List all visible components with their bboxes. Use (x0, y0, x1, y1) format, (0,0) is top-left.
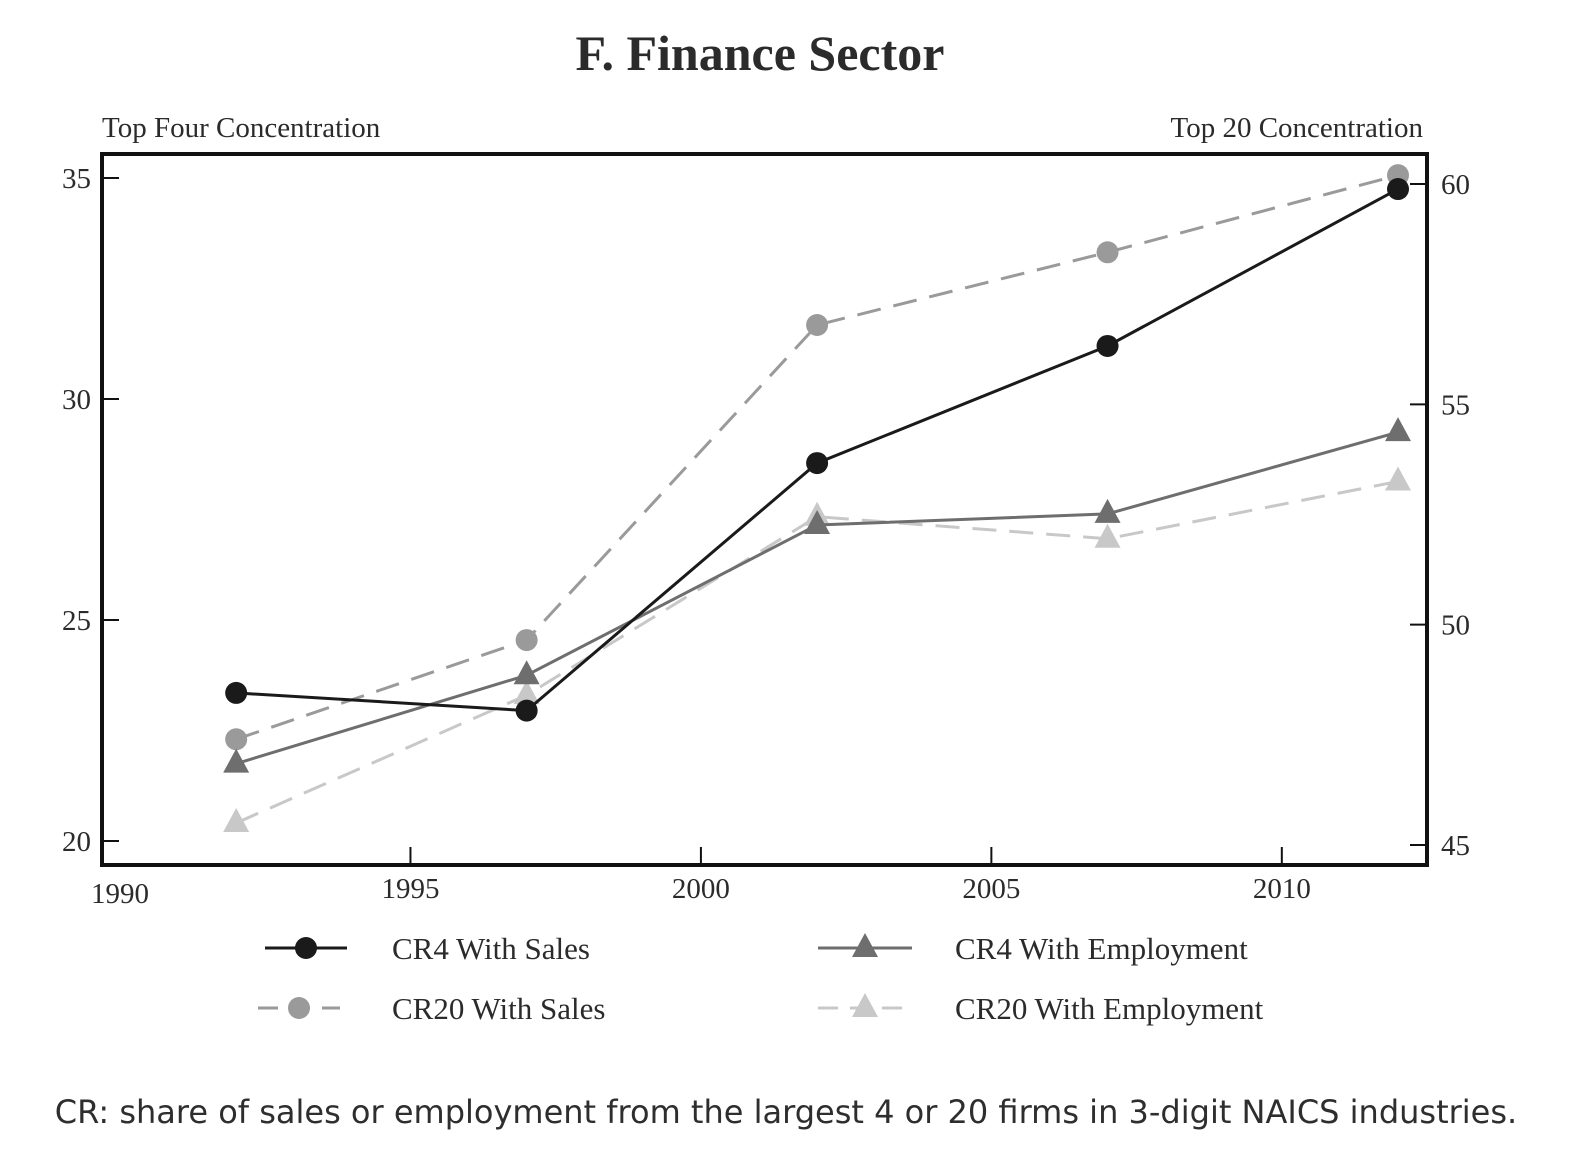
y-right-tick-label: 45 (1441, 830, 1470, 862)
series-line-cr4-with-employment (235, 430, 1399, 766)
data-point-cr4-with-employment (1094, 498, 1121, 523)
plot-area-frame (100, 152, 1429, 867)
x-tick-label: 2005 (962, 873, 1020, 905)
data-point-cr20-with-sales (225, 728, 248, 751)
series-line-cr4-with-sales (236, 187, 1399, 713)
data-point-cr20-with-employment (513, 680, 540, 705)
series-line-cr20-with-employment (235, 479, 1399, 825)
legend-label: CR4 With Sales (392, 931, 590, 966)
legend-entry: CR4 With Employment (818, 931, 1248, 966)
y-left-tick-label: 35 (62, 163, 91, 195)
data-point-cr4-with-sales (225, 681, 248, 704)
data-point-cr20-with-sales (1096, 241, 1119, 264)
series-cr4-with-sales (225, 178, 1409, 722)
data-point-cr4-with-sales (1387, 178, 1409, 201)
x-tick-label: 1990 (91, 878, 149, 910)
series-cr20-with-employment (223, 466, 1411, 832)
legend: CR4 With Sales CR4 With Employment CR20 Wi… (258, 931, 1264, 1026)
data-point-cr4-with-sales (806, 452, 829, 475)
y-left-axis-label: Top Four Concentration (102, 112, 381, 144)
legend-label: CR4 With Employment (955, 931, 1248, 966)
series-cr20-with-sales (225, 164, 1409, 751)
data-point-cr20-with-sales (806, 314, 829, 337)
series-lines (223, 164, 1411, 832)
data-point-cr4-with-sales (515, 699, 538, 722)
footnote: CR: share of sales or employment from th… (55, 1093, 1517, 1131)
legend-swatch-marker (295, 937, 317, 959)
x-tick-label: 2010 (1253, 873, 1311, 905)
data-point-cr4-with-employment (804, 509, 831, 534)
chart-title: F. Finance Sector (576, 25, 945, 81)
data-point-cr4-with-employment (513, 660, 540, 685)
axes: 1990 1995 2000 2005 2010 20 25 30 35 45 50 55 60 (62, 163, 1470, 910)
legend-entry: CR20 With Employment (818, 991, 1264, 1026)
data-point-cr20-with-employment (1094, 523, 1121, 548)
legend-swatch-marker (852, 993, 878, 1017)
y-right-tick-label: 60 (1441, 169, 1470, 201)
legend-entry: CR20 With Sales (258, 991, 605, 1026)
series-line-cr20-with-sales (235, 173, 1399, 741)
y-right-tick-label: 55 (1441, 389, 1470, 421)
legend-entry: CR4 With Sales (265, 931, 590, 966)
y-left-tick-label: 25 (62, 605, 91, 637)
legend-label: CR20 With Employment (955, 991, 1264, 1026)
data-point-cr20-with-sales (515, 629, 538, 652)
legend-swatch-marker (852, 933, 878, 957)
x-tick-label: 2000 (672, 873, 730, 905)
data-point-cr4-with-employment (1385, 417, 1411, 442)
y-left-tick-label: 30 (62, 384, 91, 416)
data-point-cr20-with-employment (223, 807, 250, 832)
y-right-axis-label: Top 20 Concentration (1171, 112, 1424, 144)
data-point-cr4-with-employment (223, 748, 250, 773)
legend-label: CR20 With Sales (392, 991, 605, 1026)
y-left-tick-label: 20 (62, 826, 91, 858)
y-right-tick-label: 50 (1441, 610, 1470, 642)
data-point-cr4-with-sales (1096, 334, 1119, 357)
legend-swatch-marker (288, 997, 310, 1019)
x-tick-label: 1995 (381, 873, 439, 905)
data-point-cr20-with-employment (1385, 466, 1411, 491)
